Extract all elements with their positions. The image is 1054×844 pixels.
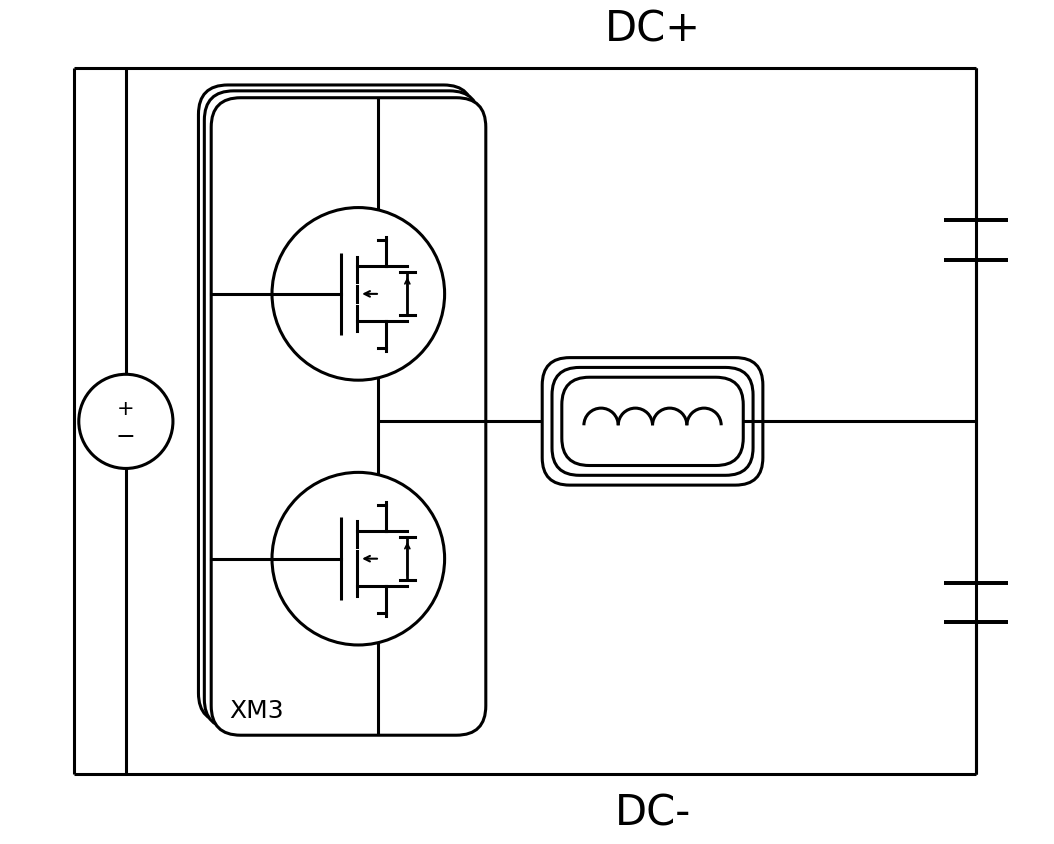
FancyBboxPatch shape xyxy=(552,367,753,475)
Circle shape xyxy=(79,374,173,468)
FancyBboxPatch shape xyxy=(204,91,479,728)
Text: +: + xyxy=(117,398,135,419)
FancyBboxPatch shape xyxy=(211,98,486,735)
Text: DC+: DC+ xyxy=(605,8,701,51)
Text: DC-: DC- xyxy=(614,793,690,834)
FancyBboxPatch shape xyxy=(198,85,473,722)
Circle shape xyxy=(272,208,445,380)
FancyBboxPatch shape xyxy=(542,358,763,485)
Text: −: − xyxy=(116,425,136,449)
Text: XM3: XM3 xyxy=(229,700,284,723)
FancyBboxPatch shape xyxy=(562,377,743,466)
Circle shape xyxy=(272,473,445,645)
